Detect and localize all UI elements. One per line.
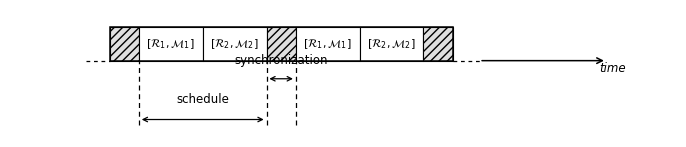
Bar bbox=[110, 27, 139, 61]
Bar bbox=[359, 27, 423, 61]
Bar bbox=[139, 27, 203, 61]
Text: synchronization: synchronization bbox=[235, 54, 328, 67]
Bar bbox=[203, 27, 266, 61]
Text: schedule: schedule bbox=[176, 93, 229, 106]
Bar bbox=[423, 27, 453, 61]
Bar bbox=[110, 27, 453, 61]
Bar bbox=[296, 27, 359, 61]
Text: time: time bbox=[599, 62, 626, 75]
Bar bbox=[266, 27, 296, 61]
Text: $[\mathcal{R}_1, \mathcal{M}_1]$: $[\mathcal{R}_1, \mathcal{M}_1]$ bbox=[147, 37, 195, 51]
Text: $[\mathcal{R}_2, \mathcal{M}_2]$: $[\mathcal{R}_2, \mathcal{M}_2]$ bbox=[211, 37, 259, 51]
Text: $[\mathcal{R}_1, \mathcal{M}_1]$: $[\mathcal{R}_1, \mathcal{M}_1]$ bbox=[303, 37, 352, 51]
Text: $[\mathcal{R}_2, \mathcal{M}_2]$: $[\mathcal{R}_2, \mathcal{M}_2]$ bbox=[367, 37, 416, 51]
